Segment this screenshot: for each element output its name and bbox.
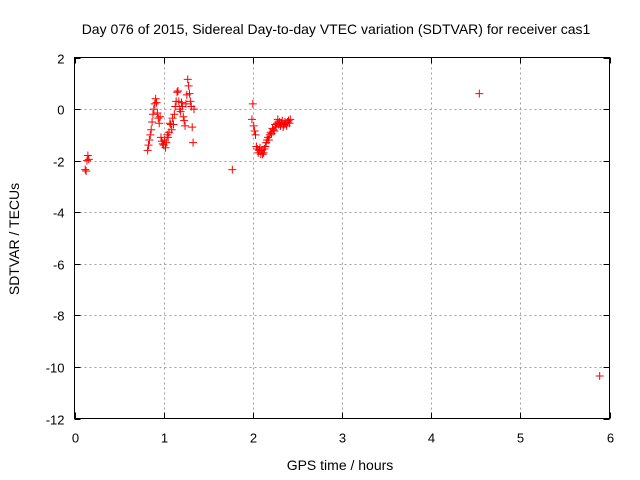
data-point — [179, 112, 188, 121]
data-point — [185, 89, 194, 98]
data-point — [286, 115, 295, 124]
data-point — [161, 143, 170, 152]
x-tick-label: 2 — [250, 431, 257, 446]
data-point — [251, 130, 260, 139]
data-point — [173, 88, 182, 97]
data-point — [173, 87, 182, 96]
data-point — [164, 133, 173, 142]
data-point — [248, 99, 257, 108]
data-point — [162, 138, 171, 147]
data-point — [177, 98, 186, 107]
data-point — [83, 151, 92, 160]
y-tick-label: -4 — [53, 206, 65, 221]
data-point — [189, 105, 198, 114]
data-point — [228, 165, 237, 174]
data-point — [143, 146, 152, 155]
data-point — [149, 105, 158, 114]
data-point — [186, 97, 195, 106]
data-point — [171, 102, 180, 111]
data-point — [169, 120, 178, 129]
data-point — [181, 99, 190, 108]
data-point — [148, 117, 157, 126]
data-point — [147, 125, 156, 134]
data-point — [261, 142, 270, 151]
data-point — [181, 121, 190, 130]
data-point — [170, 110, 179, 119]
data-point — [250, 126, 259, 135]
data-point — [247, 115, 256, 124]
x-tick-label: 3 — [339, 431, 346, 446]
y-tick-label: -10 — [46, 361, 65, 376]
data-point — [167, 125, 176, 134]
data-point — [249, 121, 258, 130]
data-point — [144, 141, 153, 150]
data-point — [145, 136, 154, 145]
data-point — [264, 136, 273, 145]
data-point — [183, 75, 192, 84]
data-point — [146, 130, 155, 139]
y-tick-label: 0 — [57, 103, 64, 118]
y-tick-label: 2 — [57, 52, 64, 67]
data-points — [81, 75, 604, 380]
y-tick-label: -8 — [53, 309, 65, 324]
data-point — [156, 112, 165, 121]
data-point — [285, 119, 294, 128]
y-tick-label: -6 — [53, 258, 65, 273]
x-tick-label: 5 — [517, 431, 524, 446]
data-point — [82, 156, 91, 165]
data-point — [188, 123, 197, 132]
axis-ticks — [74, 57, 611, 420]
data-point — [259, 148, 268, 157]
grid-lines — [74, 57, 610, 419]
data-point — [165, 119, 174, 128]
y-axis-label: SDTVAR / TECUs — [6, 183, 22, 295]
data-point — [155, 119, 164, 128]
y-tick-label: -2 — [53, 155, 65, 170]
data-point — [270, 126, 279, 135]
x-axis-label: GPS time / hours — [287, 457, 394, 473]
data-point — [82, 166, 91, 175]
data-point — [189, 138, 198, 147]
tick-labels: 0 1 2 3 4 5 6 -12 -10 -8 -6 -4 -2 0 2 — [46, 52, 614, 446]
data-point — [595, 371, 604, 380]
data-point — [154, 114, 163, 123]
data-point — [184, 81, 193, 90]
y-tick-label: -12 — [46, 413, 65, 428]
data-point — [152, 98, 161, 107]
data-point — [151, 94, 160, 103]
data-point — [176, 107, 185, 116]
data-point — [475, 89, 484, 98]
data-point — [150, 99, 159, 108]
x-tick-label: 4 — [428, 431, 435, 446]
x-tick-label: 0 — [72, 431, 79, 446]
data-point — [148, 110, 157, 119]
chart-title: Day 076 of 2015, Sidereal Day-to-day VTE… — [82, 21, 591, 37]
data-point — [84, 155, 93, 164]
data-point — [180, 116, 189, 125]
data-point — [168, 114, 177, 123]
data-point — [258, 150, 267, 159]
x-tick-label: 6 — [607, 431, 614, 446]
x-tick-label: 1 — [161, 431, 168, 446]
data-point — [81, 165, 90, 174]
